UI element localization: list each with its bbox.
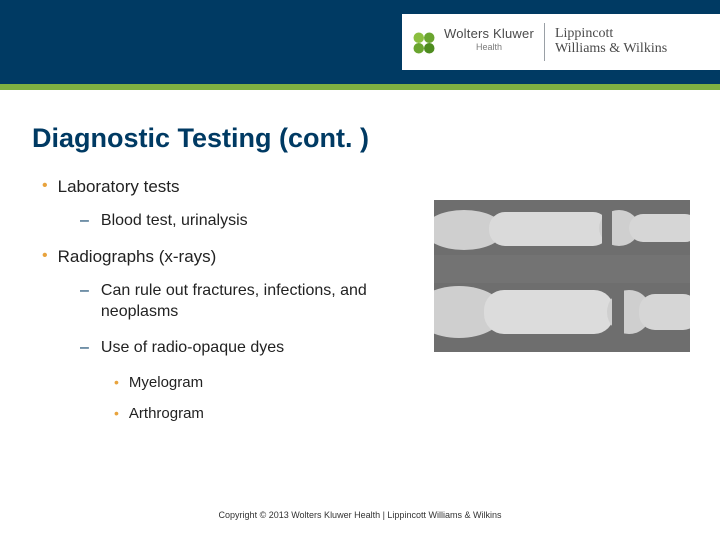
slide-title: Diagnostic Testing (cont. ) (32, 123, 369, 154)
bullet-level2: – Can rule out fractures, infections, an… (80, 280, 422, 323)
bullet-marker-icon: • (42, 176, 48, 197)
slide-header: Wolters Kluwer Health Lippincott William… (0, 0, 720, 84)
dash-marker-icon: – (80, 280, 89, 302)
accent-bar (0, 84, 720, 90)
bullet-marker-icon: • (42, 246, 48, 267)
bullet-level1: • Laboratory tests (42, 176, 422, 198)
bullet-text: Use of radio-opaque dyes (101, 337, 284, 359)
bullet-level3: • Arthrogram (114, 404, 422, 424)
lww-line2: Williams & Wilkins (555, 42, 667, 57)
bullet-text: Laboratory tests (58, 176, 180, 198)
bullet-text: Blood test, urinalysis (101, 210, 248, 232)
dash-marker-icon: – (80, 337, 89, 359)
bullet-level2: – Use of radio-opaque dyes (80, 337, 422, 359)
bullet-marker-icon: • (114, 373, 119, 391)
wk-subtitle: Health (476, 43, 534, 52)
logo-strip: Wolters Kluwer Health Lippincott William… (402, 14, 720, 70)
slide-body: • Laboratory tests – Blood test, urinaly… (42, 176, 422, 436)
slide: Wolters Kluwer Health Lippincott William… (0, 0, 720, 540)
bullet-level1: • Radiographs (x-rays) (42, 246, 422, 268)
bullet-level2: – Blood test, urinalysis (80, 210, 422, 232)
xray-image (434, 200, 690, 352)
wk-clover-icon (410, 29, 438, 57)
dash-marker-icon: – (80, 210, 89, 232)
bullet-text: Myelogram (129, 373, 203, 393)
bullet-text: Can rule out fractures, infections, and … (101, 280, 401, 323)
wk-name: Wolters Kluwer (444, 27, 534, 41)
bullet-text: Arthrogram (129, 404, 204, 424)
wolters-kluwer-logo: Wolters Kluwer Health (402, 27, 534, 57)
bullet-marker-icon: • (114, 404, 119, 422)
logo-divider (544, 23, 545, 61)
copyright-footer: Copyright © 2013 Wolters Kluwer Health |… (0, 510, 720, 520)
bullet-text: Radiographs (x-rays) (58, 246, 217, 268)
bullet-level3: • Myelogram (114, 373, 422, 393)
lww-line1: Lippincott (555, 27, 667, 42)
lippincott-logo: Lippincott Williams & Wilkins (555, 27, 667, 56)
